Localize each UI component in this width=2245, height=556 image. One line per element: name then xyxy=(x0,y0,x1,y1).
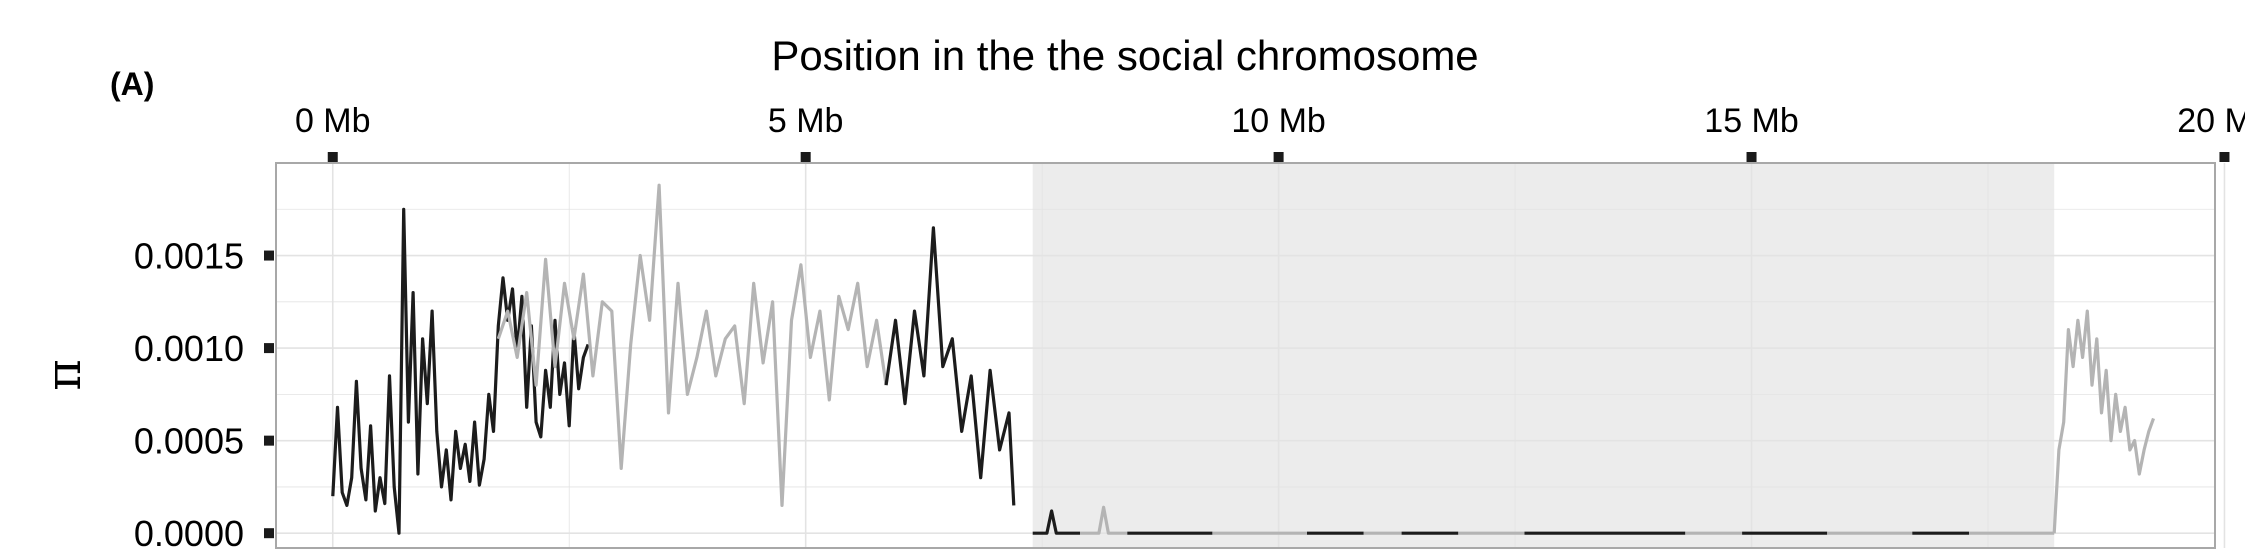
x-tick-mark xyxy=(1273,152,1284,162)
x-tick-label: 5 Mb xyxy=(768,102,844,140)
y-axis: 0.0000 0.0005 0.0010 0.0015 xyxy=(134,236,274,554)
x-tick-label: 20 Mb xyxy=(2177,102,2245,140)
series-layer xyxy=(331,183,2156,535)
x-tick-mark xyxy=(800,152,811,162)
y-tick-mark xyxy=(264,528,274,539)
y-tick-label: 0.0010 xyxy=(134,328,244,369)
chart-title: Position in the the social chromosome xyxy=(771,32,1478,79)
plot-frame-layer xyxy=(275,162,2216,549)
series-line-light-4 xyxy=(1080,505,1128,535)
x-axis-top: 0 Mb 5 Mb 10 Mb 15 Mb 20 Mb xyxy=(295,102,2245,162)
x-tick-label: 15 Mb xyxy=(1704,102,1799,140)
panel-label: (A) xyxy=(110,66,154,102)
series-line-dark-0 xyxy=(331,207,590,535)
shaded-region xyxy=(1032,163,2055,548)
y-tick-label: 0.0000 xyxy=(134,513,244,554)
y-tick-label: 0.0015 xyxy=(134,236,244,277)
plot-frame xyxy=(275,162,2216,549)
shaded-region-layer xyxy=(1032,163,2055,548)
x-tick-mark xyxy=(2219,152,2230,162)
series-line-dark-2 xyxy=(884,226,1016,506)
y-tick-mark xyxy=(264,435,274,446)
series-line-dark-3 xyxy=(1032,509,1080,535)
x-tick-label: 0 Mb xyxy=(295,102,371,140)
series-line-light-17 xyxy=(2052,309,2156,534)
y-tick-label: 0.0005 xyxy=(134,421,244,462)
y-tick-mark xyxy=(264,250,274,261)
x-tick-label: 10 Mb xyxy=(1231,102,1326,140)
y-axis-label: π xyxy=(36,359,92,391)
x-tick-mark xyxy=(327,152,338,162)
y-tick-mark xyxy=(264,343,274,354)
series-line-light-1 xyxy=(496,183,888,507)
x-tick-mark xyxy=(1746,152,1757,162)
